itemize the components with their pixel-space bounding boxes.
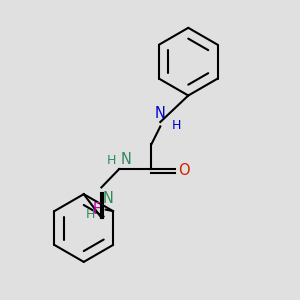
- Text: F: F: [93, 202, 101, 217]
- Text: N: N: [103, 191, 114, 206]
- Text: H: H: [172, 119, 181, 132]
- Text: H: H: [107, 154, 116, 167]
- Text: N: N: [121, 152, 131, 167]
- Text: H: H: [85, 208, 95, 221]
- Text: O: O: [178, 164, 190, 178]
- Text: N: N: [155, 106, 166, 121]
